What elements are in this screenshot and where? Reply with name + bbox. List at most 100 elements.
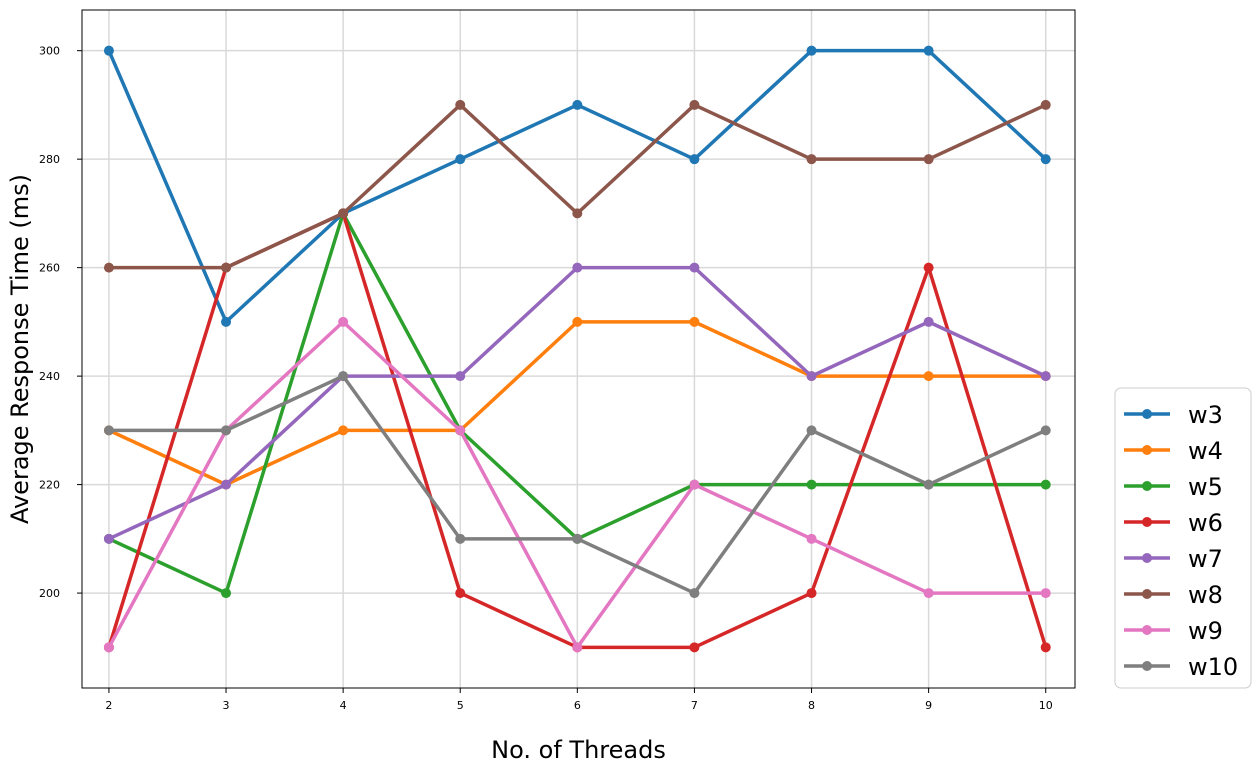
x-tick-label: 7: [691, 699, 698, 712]
grid-lines: [82, 10, 1075, 688]
data-point-w8: [806, 154, 817, 165]
data-point-w9: [689, 479, 700, 490]
data-point-w10: [338, 371, 349, 382]
x-tick-label: 2: [105, 699, 112, 712]
data-point-w8: [689, 99, 700, 110]
y-tick-label: 300: [39, 45, 60, 58]
series-layer: [103, 45, 1051, 653]
data-point-w3: [103, 45, 114, 56]
y-axis-label: Average Response Time (ms): [6, 174, 34, 524]
legend-marker-w10: [1142, 661, 1152, 671]
data-point-w4: [572, 316, 583, 327]
data-point-w10: [806, 425, 817, 436]
data-point-w7: [806, 371, 817, 382]
data-point-w4: [338, 425, 349, 436]
legend: w3 w4 w5 w6 w7 w8 w9 w10: [1114, 387, 1252, 689]
data-point-w9: [338, 316, 349, 327]
data-point-w7: [103, 533, 114, 544]
legend-label: w6: [1188, 509, 1223, 537]
legend-item: w10: [1124, 653, 1238, 681]
legend-label: w8: [1188, 581, 1223, 609]
data-point-w3: [923, 45, 934, 56]
data-point-w3: [455, 154, 466, 165]
legend-label: w5: [1188, 473, 1223, 501]
data-point-w7: [221, 479, 232, 490]
data-point-w5: [806, 479, 817, 490]
legend-label: w7: [1188, 545, 1223, 573]
x-tick-label: 10: [1039, 699, 1053, 712]
data-point-w8: [103, 262, 114, 273]
data-point-w10: [923, 479, 934, 490]
y-tick-label: 240: [39, 370, 60, 383]
legend-label: w4: [1188, 437, 1223, 465]
y-tick-label: 200: [39, 587, 60, 600]
series-w9: [103, 316, 1051, 653]
legend-box: [1114, 387, 1252, 689]
data-point-w3: [221, 316, 232, 327]
y-tick-label: 220: [39, 479, 60, 492]
legend-marker-w8: [1142, 589, 1152, 599]
legend-marker-w4: [1142, 445, 1152, 455]
legend-item: w5: [1124, 473, 1223, 501]
data-point-w5: [1040, 479, 1051, 490]
legend-item: w9: [1124, 617, 1223, 645]
data-point-w9: [572, 642, 583, 653]
legend-item: w6: [1124, 509, 1223, 537]
data-point-w6: [689, 642, 700, 653]
data-point-w4: [689, 316, 700, 327]
data-point-w8: [572, 208, 583, 219]
data-point-w6: [923, 262, 934, 273]
legend-marker-w5: [1142, 481, 1152, 491]
data-point-w8: [1040, 99, 1051, 110]
x-tick-label: 8: [808, 699, 815, 712]
legend-marker-w6: [1142, 517, 1152, 527]
legend-item: w8: [1124, 581, 1223, 609]
x-tick-label: 3: [223, 699, 230, 712]
data-point-w6: [1040, 642, 1051, 653]
data-point-w10: [689, 588, 700, 599]
data-point-w8: [221, 262, 232, 273]
data-point-w10: [103, 425, 114, 436]
data-point-w3: [1040, 154, 1051, 165]
legend-marker-w9: [1142, 625, 1152, 635]
data-point-w9: [103, 642, 114, 653]
legend-item: w4: [1124, 437, 1223, 465]
data-point-w3: [806, 45, 817, 56]
legend-label: w9: [1188, 617, 1223, 645]
y-axis-ticks: 200 220 240 260 280 300: [39, 45, 82, 600]
data-point-w5: [221, 588, 232, 599]
data-point-w9: [923, 588, 934, 599]
data-point-w9: [1040, 588, 1051, 599]
data-point-w10: [1040, 425, 1051, 436]
data-point-w10: [572, 533, 583, 544]
plot-area-frame: [81, 9, 1076, 689]
x-axis-ticks: 2 3 4 5 6 7 8 9 10: [105, 688, 1053, 712]
legend-marker-w7: [1142, 553, 1152, 563]
data-point-w3: [572, 99, 583, 110]
data-point-w7: [923, 316, 934, 327]
x-tick-label: 9: [925, 699, 932, 712]
data-point-w7: [689, 262, 700, 273]
y-tick-label: 260: [39, 262, 60, 275]
data-point-w6: [455, 588, 466, 599]
data-point-w10: [455, 533, 466, 544]
data-point-w7: [572, 262, 583, 273]
data-point-w3: [689, 154, 700, 165]
series-w8: [103, 99, 1051, 273]
y-tick-label: 280: [39, 153, 60, 166]
legend-item: w7: [1124, 545, 1223, 573]
legend-label: w3: [1188, 401, 1223, 429]
series-w3: [103, 45, 1051, 327]
x-tick-label: 5: [457, 699, 464, 712]
data-point-w8: [455, 99, 466, 110]
data-point-w4: [923, 371, 934, 382]
legend-marker-w3: [1142, 409, 1152, 419]
series-w10: [103, 371, 1051, 599]
data-point-w8: [923, 154, 934, 165]
x-tick-label: 6: [574, 699, 581, 712]
data-point-w8: [338, 208, 349, 219]
data-point-w6: [806, 588, 817, 599]
legend-label: w10: [1188, 653, 1238, 681]
data-point-w10: [221, 425, 232, 436]
